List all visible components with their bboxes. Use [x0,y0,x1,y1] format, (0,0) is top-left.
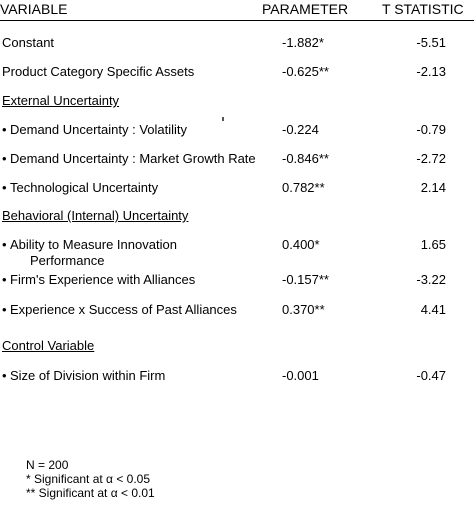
row-label-text: Demand Uncertainty : Market Growth Rate [10,151,256,166]
row-t-statistic: 4.41 [420,302,446,317]
header-t-statistic: T STATISTIC [382,1,464,17]
bullet-icon: • [2,302,7,317]
header-parameter: PARAMETER [262,1,349,17]
bullet-icon: • [2,122,7,137]
bullet-icon: • [2,180,7,195]
row-label-text: Experience x Success of Past Alliances [10,302,237,317]
row-t-statistic: 1.65 [420,237,446,252]
row-parameter: -0.846** [282,151,329,166]
bullet-icon: • [2,368,7,383]
header-rule [0,20,474,21]
row-label-text: Size of Division within Firm [10,368,166,383]
row-parameter: 0.782** [282,180,325,195]
row-t-statistic: -3.22 [416,272,446,287]
row-parameter: -0.625** [282,64,329,79]
row-t-statistic: -0.79 [416,122,446,137]
row-label: • Demand Uncertainty : Market Growth Rate [2,151,256,167]
row-parameter: 0.370** [282,302,325,317]
header-variable: VARIABLE [0,1,68,17]
row-label: Product Category Specific Assets [2,64,195,79]
bullet-icon: • [2,237,7,252]
row-parameter: -0.224 [282,122,319,137]
row-t-statistic: -2.72 [416,151,446,166]
row-label-text: Technological Uncertainty [10,180,159,195]
section-label: External Uncertainty [2,93,120,108]
row-label: • Ability to Measure Innovation [2,237,177,253]
row-t-statistic: -5.51 [416,35,446,50]
row-label: Constant [2,35,55,50]
row-t-statistic: -2.13 [416,64,446,79]
row-t-statistic: -0.47 [416,368,446,383]
row-label-text: Firm's Experience with Alliances [10,272,196,287]
table-header: VARIABLE PARAMETER T STATISTIC [0,0,474,18]
section-label: Behavioral (Internal) Uncertainty [2,208,189,223]
bullet-icon: • [2,272,7,287]
row-t-statistic: 2.14 [420,180,446,195]
table-notes: N = 200 * Significant at α < 0.05 ** Sig… [26,458,155,500]
row-label-text: Demand Uncertainty : Volatility [10,122,188,137]
significance-note-01: ** Significant at α < 0.01 [26,486,155,500]
row-label: • Firm's Experience with Alliances [2,272,195,288]
row-parameter: -0.157** [282,272,329,287]
row-label: • Demand Uncertainty : Volatility [2,122,187,138]
stray-mark [222,117,224,121]
row-label-continuation: Performance [30,253,105,268]
sample-size-note: N = 200 [26,458,69,472]
significance-note-05: * Significant at α < 0.05 [26,472,151,486]
row-label-text: Ability to Measure Innovation [10,237,177,252]
row-parameter: -0.001 [282,368,319,383]
row-label: • Experience x Success of Past Alliances [2,302,237,318]
row-parameter: -1.882* [282,35,324,50]
bullet-icon: • [2,151,7,166]
row-parameter: 0.400* [282,237,320,252]
row-label: • Size of Division within Firm [2,368,165,384]
row-label: • Technological Uncertainty [2,180,158,196]
section-label: Control Variable [2,338,95,353]
